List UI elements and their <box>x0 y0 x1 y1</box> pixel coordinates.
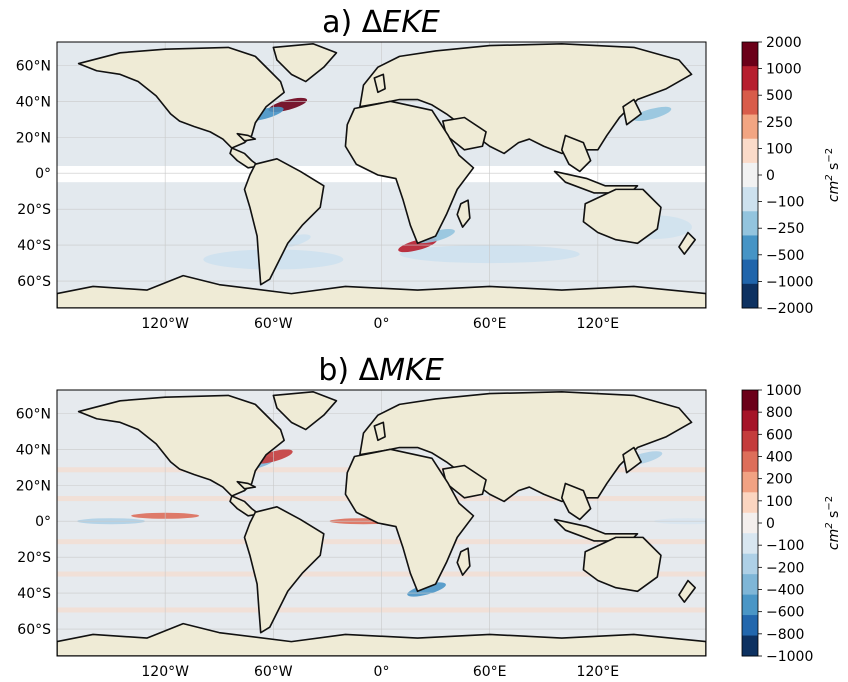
mke-colorbar-swatch <box>742 451 758 473</box>
eke-x-tick-label: 120°W <box>141 316 189 332</box>
mke-colorbar-swatch <box>742 471 758 493</box>
mke-colorbar-swatch <box>742 615 758 637</box>
mke-colorbar-tick-label: −400 <box>766 583 804 599</box>
eke-colorbar-tick-label: −250 <box>766 221 804 237</box>
panel-mke: b) ΔMKE 120°W 60°W 0° 60°E 120°E 60°N 40°N 20°… <box>16 353 842 680</box>
eke-y-tick-label: 40°S <box>17 238 51 254</box>
eke-y-tick-label: 0° <box>35 166 51 182</box>
mke-colorbar-tick-label: −1000 <box>766 649 813 665</box>
eke-colorbar-swatch <box>742 235 758 261</box>
eke-x-tick-label: 120°E <box>577 316 620 332</box>
mke-colorbar-tick-label: 200 <box>766 472 793 488</box>
eke-y-tick-label: 20°S <box>17 202 51 218</box>
eke-y-tick-label: 60°N <box>16 58 51 74</box>
eke-colorbar-tick-label: −500 <box>766 248 804 264</box>
panel-eke-frame <box>56 41 707 309</box>
panel-mke-y-ticks: 60°N 40°N 20°N 0° 20°S 40°S 60°S <box>16 406 51 638</box>
eke-colorbar-swatch <box>742 138 758 164</box>
panel-mke-title: b) ΔMKE <box>318 353 443 388</box>
mke-colorbar-tick-label: 1000 <box>766 383 802 399</box>
mke-colorbar-tick-label: 800 <box>766 405 793 421</box>
panel-eke-y-ticks: 60°N 40°N 20°N 0° 20°S 40°S 60°S <box>16 58 51 290</box>
mke-colorbar-tick-label: 0 <box>766 516 775 532</box>
mke-colorbar-swatch <box>742 553 758 575</box>
eke-x-tick-label: 0° <box>374 316 390 332</box>
mke-x-tick-label: 0° <box>374 664 390 680</box>
eke-colorbar-swatch <box>742 211 758 236</box>
eke-colorbar-swatch <box>742 187 758 212</box>
eke-colorbar-tick-label: −2000 <box>766 301 813 317</box>
mke-y-tick-label: 40°N <box>16 442 51 458</box>
mke-y-tick-label: 20°S <box>17 550 51 566</box>
eke-x-tick-label: 60°E <box>473 316 507 332</box>
eke-colorbar-tick-label: 0 <box>766 168 775 184</box>
eke-y-tick-label: 60°S <box>17 274 51 290</box>
mke-colorbar-tick-label: −800 <box>766 627 804 643</box>
mke-colorbar-swatch <box>742 635 758 657</box>
mke-colorbar-tick-label: 400 <box>766 450 793 466</box>
panel-mke-colorbar-unit: cm2 s−2 <box>824 496 842 550</box>
mke-colorbar-swatch <box>742 594 758 616</box>
panel-eke-title: a) ΔEKE <box>322 5 440 40</box>
mke-colorbar-tick-label: 100 <box>766 494 793 510</box>
eke-colorbar-tick-label: 500 <box>766 88 793 104</box>
mke-colorbar-swatch <box>742 512 758 534</box>
mke-colorbar-tick-label: 600 <box>766 427 793 443</box>
eke-colorbar-swatch <box>742 42 758 67</box>
eke-x-tick-label: 60°W <box>254 316 293 332</box>
eke-colorbar-swatch <box>742 259 758 285</box>
eke-colorbar-tick-label: 2000 <box>766 35 802 51</box>
panel-mke-frame <box>56 389 707 657</box>
eke-colorbar-swatch <box>742 114 758 140</box>
mke-colorbar-swatch <box>742 574 758 596</box>
eke-y-tick-label: 20°N <box>16 130 51 146</box>
eke-colorbar-tick-label: 250 <box>766 115 793 131</box>
mke-y-tick-label: 60°N <box>16 406 51 422</box>
eke-colorbar-swatch <box>742 283 758 309</box>
mke-colorbar-swatch <box>742 430 758 452</box>
panel-mke-x-ticks: 120°W 60°W 0° 60°E 120°E <box>141 664 619 680</box>
mke-y-tick-label: 0° <box>35 514 51 530</box>
panel-eke-title-prefix: a) Δ <box>322 5 383 40</box>
eke-colorbar-swatch <box>742 66 758 91</box>
eke-feature-kuroshio-negative <box>632 106 672 121</box>
panel-eke-colorbar-unit: cm2 s−2 <box>824 148 842 202</box>
mke-colorbar-swatch <box>742 390 758 411</box>
eke-colorbar-swatch <box>742 90 758 116</box>
eke-colorbar-tick-label: 100 <box>766 141 793 157</box>
mke-colorbar-swatch <box>742 533 758 555</box>
mke-colorbar-swatch <box>742 492 758 514</box>
panel-mke-colorbar: 10008006004002001000−100−200−400−600−800… <box>741 383 813 665</box>
mke-colorbar-swatch <box>742 410 758 432</box>
mke-x-tick-label: 120°E <box>577 664 620 680</box>
panel-eke-x-ticks: 120°W 60°W 0° 60°E 120°E <box>141 316 619 332</box>
eke-y-tick-label: 40°N <box>16 94 51 110</box>
eke-colorbar-tick-label: −100 <box>766 195 804 211</box>
mke-y-tick-label: 60°S <box>17 622 51 638</box>
eke-colorbar-swatch <box>742 162 758 188</box>
panel-eke-title-main: EKE <box>382 5 440 40</box>
panel-mke-title-main: MKE <box>379 353 444 388</box>
panel-eke: a) ΔEKE 120°W 60°W 0° 60°E 120°E 60°N 40°N 20°… <box>16 5 842 332</box>
panel-mke-title-prefix: b) Δ <box>318 353 379 388</box>
mke-colorbar-tick-label: −600 <box>766 605 804 621</box>
mke-x-tick-label: 60°E <box>473 664 507 680</box>
eke-colorbar-tick-label: 1000 <box>766 62 802 78</box>
mke-colorbar-tick-label: −100 <box>766 538 804 554</box>
eke-colorbar-tick-label: −1000 <box>766 274 813 290</box>
mke-y-tick-label: 40°S <box>17 586 51 602</box>
mke-x-tick-label: 120°W <box>141 664 189 680</box>
mke-colorbar-tick-label: −200 <box>766 560 804 576</box>
mke-y-tick-label: 20°N <box>16 478 51 494</box>
mke-x-tick-label: 60°W <box>254 664 293 680</box>
